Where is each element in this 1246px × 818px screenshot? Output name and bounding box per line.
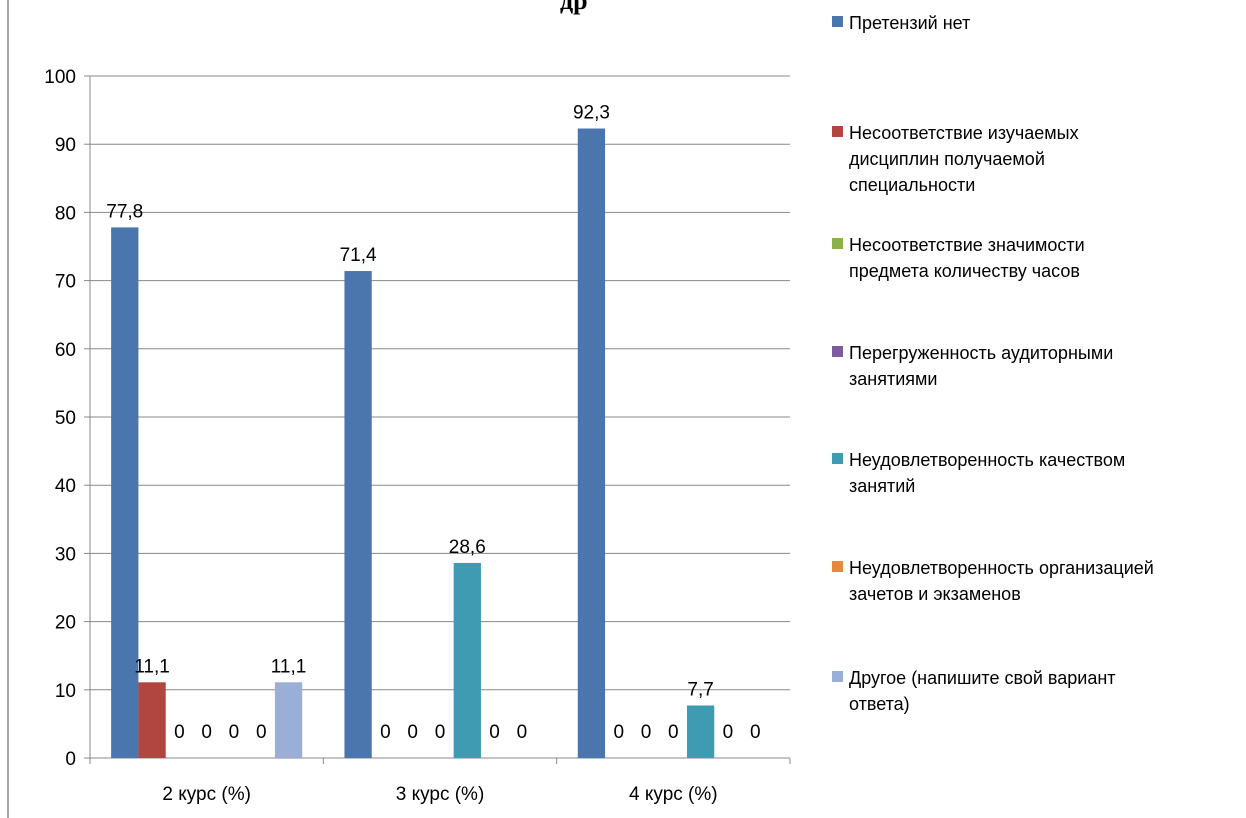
- x-tick-label: 2 курс (%): [162, 784, 251, 805]
- data-label: 11,1: [134, 656, 170, 677]
- data-label: 92,3: [573, 103, 610, 124]
- legend-label: Несоответствие изучаемых дисциплин получ…: [849, 123, 1079, 195]
- legend-swatch: [832, 671, 843, 682]
- legend-swatch: [832, 453, 843, 464]
- legend-swatch: [832, 346, 843, 357]
- legend-label: Неудовлетворенность качеством занятий: [849, 450, 1126, 496]
- y-tick-label: 20: [55, 613, 76, 634]
- data-label: 0: [489, 722, 500, 743]
- bars: [111, 128, 715, 758]
- legend-swatch: [832, 126, 843, 137]
- data-label: 0: [174, 722, 185, 743]
- data-label: 0: [668, 722, 679, 743]
- y-tick-label: 40: [55, 476, 76, 497]
- data-label: 0: [641, 722, 652, 743]
- data-label: 0: [380, 722, 391, 743]
- legend-label: Несоответствие значимости предмета колич…: [849, 235, 1085, 281]
- data-labels: 77,811,10 0 0 011,171,40 0 028,60 092,30 0 07,70…: [106, 103, 760, 743]
- legend-item: Перегруженность аудиторными занятиями: [832, 340, 1242, 392]
- data-label: 71,4: [340, 245, 377, 266]
- bar: [344, 271, 372, 758]
- data-label: 0: [407, 722, 418, 743]
- data-label: 0: [201, 722, 212, 743]
- bar: [577, 128, 606, 758]
- data-label: 0: [723, 722, 734, 743]
- legend-label: Претензий нет: [849, 13, 971, 33]
- data-label: 7,7: [687, 679, 713, 700]
- data-label: 0: [517, 722, 528, 743]
- bar: [686, 705, 715, 758]
- legend-swatch: [832, 16, 843, 27]
- legend-label: Перегруженность аудиторными занятиями: [849, 343, 1114, 389]
- y-tick-label: 30: [55, 544, 76, 565]
- y-tick-label: 70: [55, 272, 76, 293]
- legend-item: Неудовлетворенность организацией зачетов…: [832, 555, 1242, 607]
- data-label: 0: [750, 722, 761, 743]
- y-tick-label: 100: [44, 67, 76, 88]
- legend-item: Претензий нет: [832, 10, 1242, 36]
- data-label: 0: [435, 722, 446, 743]
- y-tick-label: 80: [55, 203, 76, 224]
- data-label: 0: [229, 722, 240, 743]
- chart-title-fragment: др: [560, 0, 588, 15]
- y-tick-label: 60: [55, 340, 76, 361]
- bar: [274, 682, 303, 758]
- gridlines: [90, 75, 790, 691]
- y-tick-label: 10: [55, 681, 76, 702]
- x-tick-label: 4 курс (%): [629, 784, 718, 805]
- data-label: 0: [613, 722, 624, 743]
- y-tick-label: 50: [55, 408, 76, 429]
- legend-item: Несоответствие значимости предмета колич…: [832, 232, 1242, 284]
- legend-label: Другое (напишите свой вариант ответа): [849, 668, 1116, 714]
- data-label: 28,6: [449, 537, 486, 558]
- legend-item: Неудовлетворенность качеством занятий: [832, 447, 1242, 499]
- legend-label: Неудовлетворенность организацией зачетов…: [849, 558, 1154, 604]
- legend-item: Несоответствие изучаемых дисциплин получ…: [832, 120, 1242, 198]
- bar: [453, 562, 481, 758]
- legend-item: Другое (напишите свой вариант ответа): [832, 665, 1242, 717]
- legend-swatch: [832, 561, 843, 572]
- data-label: 77,8: [106, 201, 143, 222]
- axes: [84, 75, 791, 764]
- legend-swatch: [832, 238, 843, 249]
- bar: [111, 227, 139, 758]
- tick-labels: 0 10 20 30 40 50 60 70 80 90 100 2 курс (%) 3 курс (…: [44, 67, 717, 805]
- y-tick-label: 0: [65, 749, 76, 770]
- x-tick-label: 3 курс (%): [396, 784, 485, 805]
- data-label: 11,1: [271, 656, 307, 677]
- y-tick-label: 90: [55, 135, 76, 156]
- data-label: 0: [256, 722, 267, 743]
- bar: [138, 682, 166, 758]
